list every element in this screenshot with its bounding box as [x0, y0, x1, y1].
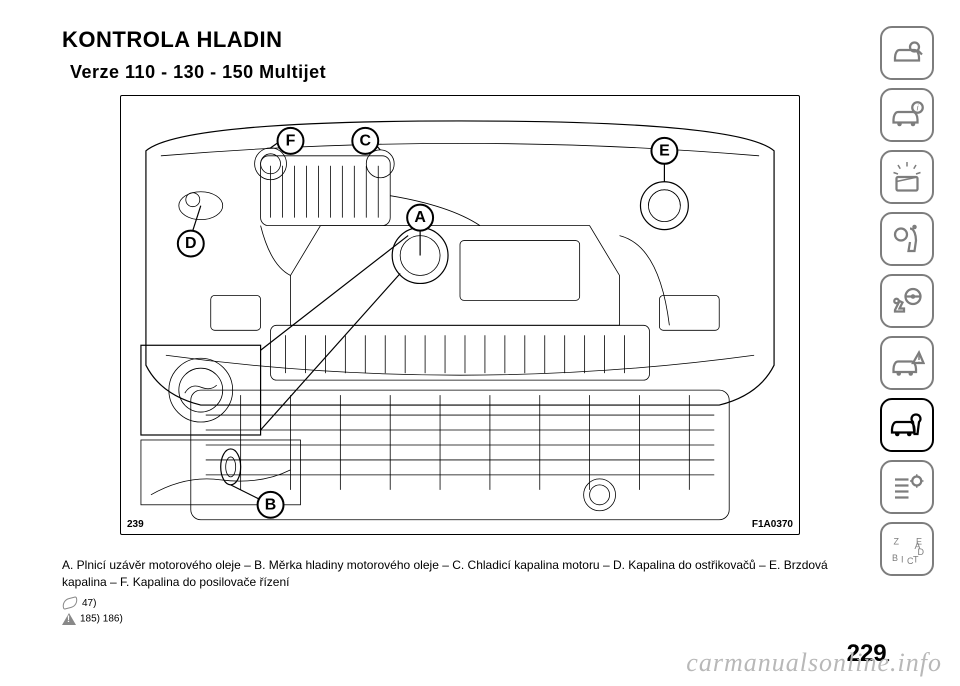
nav-icon-list-gear[interactable]	[880, 460, 934, 514]
callout-F: F	[278, 128, 304, 154]
warning-icon	[62, 613, 76, 625]
nav-icon-car-search[interactable]	[880, 26, 934, 80]
nav-icon-car-warning[interactable]	[880, 336, 934, 390]
callout-D: D	[178, 231, 204, 257]
eco-note: 47)	[62, 598, 96, 609]
nav-icon-car-info[interactable]: i	[880, 88, 934, 142]
svg-text:F: F	[286, 132, 296, 149]
leaf-icon	[61, 596, 79, 610]
page-subheading: Verze 110 - 130 - 150 Multijet	[70, 62, 326, 83]
callout-C: C	[352, 128, 378, 154]
nav-icon-airbag-seat[interactable]	[880, 212, 934, 266]
callout-B: B	[258, 492, 284, 518]
page-heading: KONTROLA HLADIN	[62, 27, 283, 53]
engine-diagram: F C E D A	[120, 95, 800, 535]
figure-code: F1A0370	[752, 519, 793, 530]
warning-note: 185) 186)	[62, 613, 123, 625]
svg-text:Z: Z	[894, 537, 900, 547]
nav-icon-car-service[interactable]	[880, 398, 934, 452]
callout-A: A	[407, 205, 433, 231]
svg-text:A: A	[915, 541, 921, 551]
nav-icon-dashboard-light[interactable]	[880, 150, 934, 204]
svg-text:D: D	[185, 235, 197, 252]
nav-icon-abc-index[interactable]: ZEBICTDA	[880, 522, 934, 576]
svg-text:A: A	[414, 209, 426, 226]
svg-text:I: I	[901, 555, 904, 565]
svg-text:B: B	[265, 496, 277, 513]
watermark: carmanualsonline.info	[686, 648, 942, 678]
section-nav: i ZEBICTDA	[880, 26, 934, 576]
svg-text:i: i	[917, 104, 920, 113]
svg-text:B: B	[892, 553, 898, 563]
svg-text:E: E	[659, 142, 670, 159]
nav-icon-key-wheel[interactable]	[880, 274, 934, 328]
svg-text:C: C	[360, 132, 372, 149]
figure-caption: A. Plnicí uzávěr motorového oleje – B. M…	[62, 557, 855, 592]
callout-E: E	[651, 138, 677, 164]
figure-number: 239	[127, 519, 144, 530]
